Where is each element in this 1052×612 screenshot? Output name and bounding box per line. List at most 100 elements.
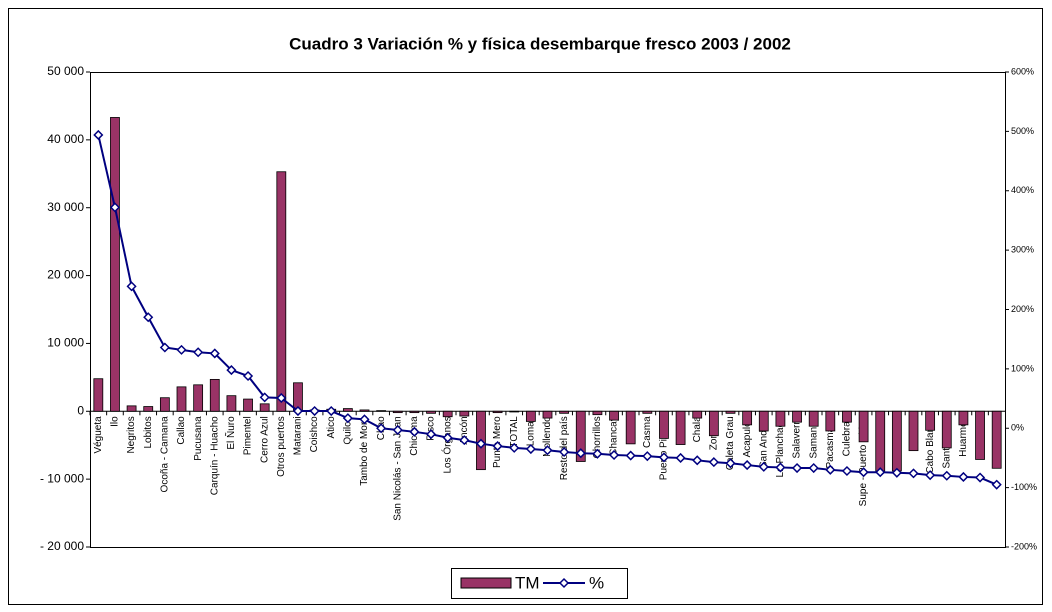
x-tick-label: Samanco bbox=[808, 416, 819, 459]
bar bbox=[858, 410, 869, 443]
marker bbox=[93, 129, 104, 140]
marker bbox=[276, 392, 287, 404]
marker bbox=[159, 342, 170, 353]
marker bbox=[292, 405, 304, 417]
bar bbox=[509, 410, 520, 413]
y2-tick-label: 300% bbox=[1011, 245, 1034, 255]
x-tick-label: Végueta bbox=[93, 416, 104, 454]
bar bbox=[925, 410, 936, 431]
bar bbox=[642, 410, 653, 414]
y2-tick-label: -200% bbox=[1011, 541, 1037, 551]
legend-swatch bbox=[460, 577, 512, 589]
bar bbox=[226, 395, 237, 412]
marker bbox=[808, 462, 819, 474]
marker bbox=[359, 414, 370, 425]
y-tick-label: 20 000 bbox=[47, 268, 84, 282]
x-tick-label: Cerro Azul bbox=[259, 416, 270, 463]
marker bbox=[575, 448, 586, 459]
marker bbox=[841, 465, 853, 477]
x-tick-label: Otros puertos bbox=[276, 416, 287, 477]
y-tick-label: 40 000 bbox=[47, 132, 84, 146]
marker bbox=[392, 424, 403, 436]
marker bbox=[675, 452, 686, 463]
marker bbox=[658, 452, 670, 463]
marker bbox=[974, 472, 986, 483]
bar bbox=[426, 410, 436, 414]
marker bbox=[758, 461, 769, 472]
bar bbox=[409, 410, 420, 414]
x-tick-label: Pisco bbox=[426, 416, 437, 441]
x-tick-label: Caleta Grau bbox=[725, 416, 736, 470]
x-tick-label: Ilo bbox=[110, 416, 121, 427]
bar bbox=[276, 171, 287, 412]
bar bbox=[875, 410, 886, 472]
bar bbox=[159, 397, 170, 412]
x-tick-label: Lomas bbox=[526, 416, 537, 446]
marker bbox=[559, 446, 570, 458]
marker bbox=[342, 413, 353, 424]
bar bbox=[442, 410, 453, 418]
marker bbox=[858, 467, 869, 478]
bar bbox=[842, 410, 852, 423]
y-tick-label: - 10 000 bbox=[40, 471, 84, 485]
marker bbox=[925, 470, 936, 481]
bar bbox=[259, 403, 270, 412]
y-tick-label: 30 000 bbox=[47, 200, 84, 214]
marker bbox=[525, 443, 536, 455]
x-tick-label: San Andrés bbox=[758, 416, 769, 468]
y2-tick-label: 500% bbox=[1011, 126, 1034, 136]
x-tick-label: Chancay bbox=[609, 416, 620, 455]
bar bbox=[808, 410, 819, 427]
y-tick-label: 50 000 bbox=[47, 64, 84, 78]
y2-tick-label: 0% bbox=[1011, 423, 1024, 433]
y2-tick-label: 400% bbox=[1011, 185, 1034, 195]
x-tick-label: Pacasmayo bbox=[825, 416, 836, 469]
bar bbox=[708, 410, 719, 437]
bar bbox=[209, 378, 220, 412]
bar bbox=[975, 410, 985, 460]
bar bbox=[692, 410, 703, 419]
x-tick-label: Cabo Blanco bbox=[925, 416, 936, 474]
x-tick-label: San Nicolás - San Juan bbox=[392, 416, 403, 521]
legend-label: TM bbox=[515, 573, 540, 592]
bar bbox=[958, 410, 969, 426]
x-tick-label: Carquín - Huacho bbox=[209, 416, 220, 495]
x-tick-label: Puerto Pizarro bbox=[659, 416, 670, 480]
marker bbox=[326, 405, 337, 417]
legend-label: % bbox=[589, 573, 604, 592]
bar bbox=[659, 410, 669, 439]
bar bbox=[991, 410, 1002, 469]
bar bbox=[376, 410, 387, 412]
marker bbox=[309, 405, 320, 417]
x-tick-label: Pimentel bbox=[243, 416, 254, 455]
y2-tick-label: -100% bbox=[1011, 482, 1037, 492]
marker bbox=[592, 448, 603, 459]
bar bbox=[908, 410, 919, 452]
bar bbox=[93, 378, 104, 412]
x-tick-label: TOTAL bbox=[509, 416, 520, 448]
x-tick-label: Casma bbox=[642, 416, 653, 448]
bar bbox=[792, 410, 802, 423]
y2-tick-label: 100% bbox=[1011, 363, 1034, 373]
marker bbox=[492, 441, 503, 452]
bar bbox=[110, 117, 120, 412]
bar bbox=[359, 409, 370, 412]
x-tick-label: Supe - Puerto Chico bbox=[858, 416, 869, 506]
marker bbox=[176, 344, 187, 355]
y-tick-label: 0 bbox=[77, 403, 84, 417]
marker bbox=[442, 432, 453, 443]
marker bbox=[143, 312, 154, 323]
x-tick-label: La Planchada bbox=[775, 416, 786, 478]
marker bbox=[908, 468, 919, 479]
x-tick-label: Matarani bbox=[293, 416, 304, 455]
bar bbox=[126, 405, 137, 412]
bar bbox=[725, 410, 736, 414]
plot-area bbox=[90, 72, 1006, 548]
x-tick-label: Ocoña - Camana bbox=[160, 416, 171, 493]
bar bbox=[492, 410, 503, 414]
bar bbox=[625, 410, 636, 445]
bar bbox=[891, 410, 902, 472]
marker bbox=[991, 479, 1002, 490]
bar bbox=[243, 398, 253, 412]
marker bbox=[226, 365, 237, 376]
